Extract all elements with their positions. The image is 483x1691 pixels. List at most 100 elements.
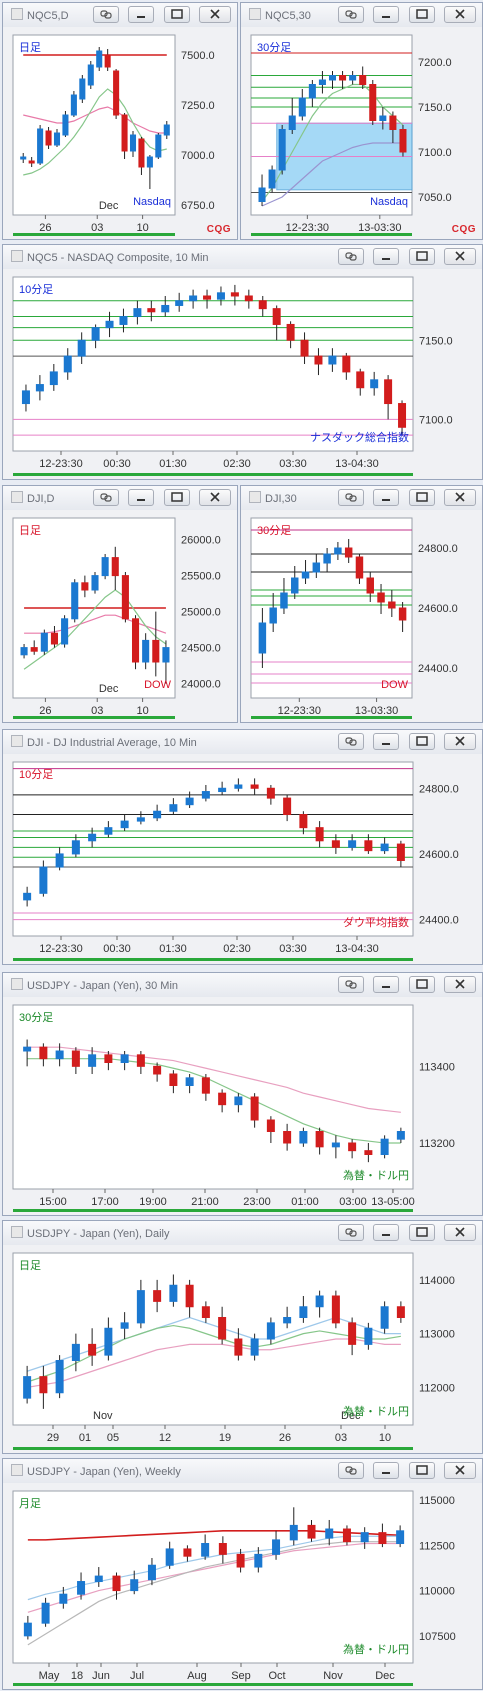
candle-body <box>77 339 86 357</box>
candle-body <box>169 1073 178 1086</box>
link-button[interactable] <box>92 489 119 506</box>
link-icon <box>345 980 357 989</box>
minimize-button[interactable] <box>373 6 400 23</box>
checkbox-icon[interactable] <box>11 1226 23 1238</box>
minimize-button[interactable] <box>373 1462 400 1479</box>
close-button[interactable] <box>444 489 476 506</box>
window-titlebar[interactable]: DJI,D <box>3 486 237 511</box>
window-titlebar[interactable]: NQC5 - NASDAQ Composite, 10 Min <box>3 245 482 270</box>
candle-body <box>258 187 266 202</box>
candle-body <box>272 308 281 325</box>
candle-body <box>138 138 145 168</box>
y-tick-label: 24400.0 <box>418 663 458 675</box>
x-tick-label: Dec <box>375 1670 395 1682</box>
close-button[interactable] <box>444 976 476 993</box>
checkbox-icon[interactable] <box>249 491 261 503</box>
maximize-button[interactable] <box>163 489 190 506</box>
maximize-button[interactable] <box>408 248 435 265</box>
maximize-button[interactable] <box>408 1462 435 1479</box>
minimize-button[interactable] <box>373 248 400 265</box>
close-button[interactable] <box>199 489 231 506</box>
link-button[interactable] <box>337 6 364 23</box>
link-button[interactable] <box>337 1462 364 1479</box>
window-titlebar[interactable]: USDJPY - Japan (Yen), Weekly <box>3 1459 482 1484</box>
y-tick-label: 113000 <box>419 1329 455 1341</box>
checkbox-icon[interactable] <box>11 978 23 990</box>
close-icon <box>210 492 220 502</box>
window-titlebar[interactable]: NQC5,30 <box>241 3 482 28</box>
checkbox-icon[interactable] <box>11 735 23 747</box>
y-tick-label: 112000 <box>419 1382 455 1394</box>
candle-body <box>136 1054 145 1067</box>
x-tick-label: 13-03:30 <box>358 222 401 234</box>
window-titlebar[interactable]: DJI - DJ Industrial Average, 10 Min <box>3 730 482 755</box>
chart-canvas[interactable]: 114000 113000 112000 29 01 05 12 19 26 03 10 Nov Dec… <box>3 1245 482 1453</box>
candle-body <box>104 1327 113 1356</box>
minimize-button[interactable] <box>373 733 400 750</box>
chart-canvas[interactable]: 26000.0 25500.0 25000.0 24500.0 24000.0 26 03 1… <box>3 510 237 722</box>
index-tag: Nasdaq <box>133 196 171 208</box>
close-icon <box>210 9 220 19</box>
checkbox-icon[interactable] <box>11 491 23 503</box>
chart-canvas[interactable]: 24800.0 24600.0 24400.0 12-23:30 13-03:30 30分… <box>241 510 482 722</box>
candle-body <box>120 1322 129 1329</box>
maximize-button[interactable] <box>408 1224 435 1241</box>
minimize-button[interactable] <box>128 6 155 23</box>
x-tick-label: 13-04:30 <box>335 943 378 955</box>
window-titlebar[interactable]: USDJPY - Japan (Yen), 30 Min <box>3 973 482 998</box>
checkbox-icon[interactable] <box>11 250 23 262</box>
candle-body <box>39 1046 48 1060</box>
chart-canvas[interactable]: 7150.0 7100.0 12-23:30 00:30 01:30 02:30 03:30… <box>3 269 482 479</box>
close-button[interactable] <box>444 248 476 265</box>
index-tag: DOW <box>144 679 172 691</box>
chart-window-nqc5-30min: NQC5,30 7200.0 7150.0 7100.0 7050.0 12-23:30… <box>240 2 483 240</box>
link-button[interactable] <box>337 248 364 265</box>
window-titlebar[interactable]: NQC5,D <box>3 3 237 28</box>
window-titlebar[interactable]: DJI,30 <box>241 486 482 511</box>
chart-canvas[interactable]: 115000 112500 110000 107500 May 18 Jun Jul Aug Se… <box>3 1483 482 1689</box>
link-button[interactable] <box>337 976 364 993</box>
link-button[interactable] <box>337 1224 364 1241</box>
link-button[interactable] <box>337 733 364 750</box>
close-button[interactable] <box>444 6 476 23</box>
candle-body <box>348 1322 357 1345</box>
checkbox-icon[interactable] <box>249 8 261 20</box>
minimize-button[interactable] <box>373 1224 400 1241</box>
minimize-button[interactable] <box>128 489 155 506</box>
maximize-icon <box>415 1465 428 1475</box>
index-tag: Nasdaq <box>370 196 408 208</box>
candle-body <box>396 1131 405 1140</box>
minimize-button[interactable] <box>373 489 400 506</box>
maximize-button[interactable] <box>163 6 190 23</box>
moving-average-line <box>23 589 167 670</box>
checkbox-icon[interactable] <box>11 8 23 20</box>
maximize-button[interactable] <box>408 733 435 750</box>
candle-body <box>339 75 347 81</box>
candle-body <box>146 156 153 168</box>
candle-body <box>120 820 129 829</box>
maximize-button[interactable] <box>408 6 435 23</box>
candle-body <box>201 1543 210 1557</box>
maximize-button[interactable] <box>408 489 435 506</box>
chart-canvas[interactable]: 113400 113200 15:00 17:00 19:00 21:00 23:00 01:… <box>3 997 482 1215</box>
link-button[interactable] <box>337 489 364 506</box>
close-button[interactable] <box>444 1462 476 1479</box>
candle-body <box>216 292 225 300</box>
close-button[interactable] <box>444 733 476 750</box>
x-tick-label: 01 <box>79 1432 91 1444</box>
maximize-button[interactable] <box>408 976 435 993</box>
minimize-button[interactable] <box>373 976 400 993</box>
link-button[interactable] <box>92 6 119 23</box>
candle-body <box>356 371 365 389</box>
period-label: 日足 <box>19 42 41 54</box>
minimize-icon <box>137 499 146 501</box>
chart-canvas[interactable]: 7200.0 7150.0 7100.0 7050.0 12-23:30 13-03:30… <box>241 27 482 239</box>
maximize-icon <box>415 9 428 19</box>
close-button[interactable] <box>199 6 231 23</box>
window-titlebar[interactable]: USDJPY - Japan (Yen), Daily <box>3 1221 482 1246</box>
maximize-icon <box>415 492 428 502</box>
checkbox-icon[interactable] <box>11 1464 23 1476</box>
chart-canvas[interactable]: 24800.0 24600.0 24400.0 12-23:30 00:30 01:30 0… <box>3 754 482 964</box>
chart-canvas[interactable]: 7500.0 7250.0 7000.0 6750.0 26 03 10 Dec 日足 Nasda… <box>3 27 237 239</box>
close-button[interactable] <box>444 1224 476 1241</box>
